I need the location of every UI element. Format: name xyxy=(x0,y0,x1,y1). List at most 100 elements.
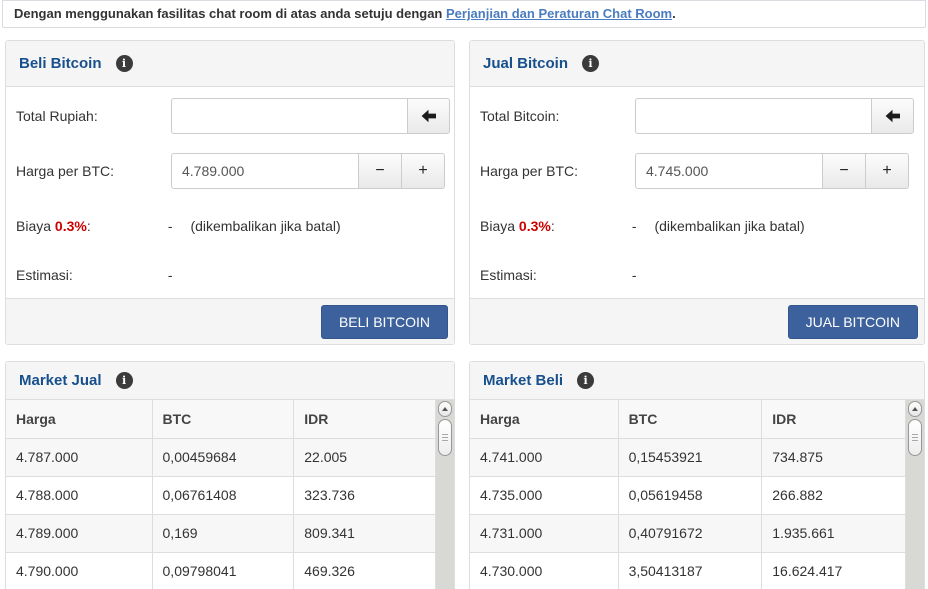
info-icon[interactable]: i xyxy=(582,55,600,72)
grip-icon xyxy=(442,433,448,442)
market-buy-row[interactable]: 4.735.000 0,05619458 266.882 xyxy=(470,476,906,515)
sell-form-body: Total Bitcoin: Harga per BTC: − + Biaya … xyxy=(470,87,924,298)
market-buy-scrollbar[interactable] xyxy=(906,400,924,589)
column-header-harga: Harga xyxy=(470,400,619,439)
cell-harga: 4.789.000 xyxy=(6,514,153,553)
buy-fee-percent: 0.3% xyxy=(54,218,87,234)
buy-price-decrease-button[interactable]: − xyxy=(358,153,402,189)
column-header-harga: Harga xyxy=(6,400,153,439)
market-buy-table: Harga BTC IDR 4.741.000 0,15453921 734.8… xyxy=(470,400,906,589)
sell-bitcoin-button[interactable]: JUAL BITCOIN xyxy=(787,305,918,339)
sell-fee-note: (dikembalikan jika batal) xyxy=(654,218,805,234)
sell-transfer-balance-button[interactable] xyxy=(871,98,914,134)
sell-panel-title: Jual Bitcoin xyxy=(483,55,569,72)
market-buy-row[interactable]: 4.731.000 0,40791672 1.935.661 xyxy=(470,514,906,553)
cell-btc: 3,50413187 xyxy=(618,552,763,589)
buy-fee-note: (dikembalikan jika batal) xyxy=(190,218,341,234)
cell-btc: 0,06761408 xyxy=(152,476,295,515)
cell-idr: 469.326 xyxy=(293,552,436,589)
sell-price-input[interactable] xyxy=(635,153,823,189)
buy-bitcoin-button[interactable]: BELI BITCOIN xyxy=(320,305,448,339)
market-sell-panel: Market Jual i Harga BTC IDR 4.787.00 xyxy=(5,361,455,589)
market-sell-table-wrap: Harga BTC IDR 4.787.000 0,00459684 22.00… xyxy=(6,400,454,589)
market-sell-row[interactable]: 4.789.000 0,169 809.341 xyxy=(6,514,436,553)
buy-panel-title: Beli Bitcoin xyxy=(19,55,102,72)
cell-idr: 1.935.661 xyxy=(761,514,906,553)
info-icon[interactable]: i xyxy=(115,372,133,389)
table-header-row: Harga BTC IDR xyxy=(470,400,906,439)
buy-panel-footer: BELI BITCOIN xyxy=(6,298,454,344)
market-sell-row[interactable]: 4.787.000 0,00459684 22.005 xyxy=(6,438,436,477)
scroll-thumb[interactable] xyxy=(908,419,922,456)
sell-bitcoin-panel: Jual Bitcoin i Total Bitcoin: Harga per … xyxy=(469,40,925,345)
triangle-up-icon xyxy=(442,407,448,411)
cell-idr: 22.005 xyxy=(293,438,436,477)
sell-estimate-label: Estimasi: xyxy=(480,267,537,283)
market-sell-table: Harga BTC IDR 4.787.000 0,00459684 22.00… xyxy=(6,400,436,589)
cell-idr: 809.341 xyxy=(293,514,436,553)
buy-fee-label: Biaya 0.3%: xyxy=(16,218,91,234)
market-sell-header: Market Jual i xyxy=(6,362,454,400)
sell-estimate-value: - xyxy=(631,267,637,283)
cell-idr: 734.875 xyxy=(761,438,906,477)
column-header-btc: BTC xyxy=(618,400,763,439)
market-sell-row[interactable]: 4.790.000 0,09798041 469.326 xyxy=(6,552,436,589)
buy-price-increase-button[interactable]: + xyxy=(401,153,445,189)
sell-fee-value: - xyxy=(631,218,637,234)
market-sell-title: Market Jual xyxy=(19,372,102,389)
triangle-up-icon xyxy=(912,407,918,411)
table-header-row: Harga BTC IDR xyxy=(6,400,436,439)
scroll-up-button[interactable] xyxy=(438,401,452,417)
market-buy-table-wrap: Harga BTC IDR 4.741.000 0,15453921 734.8… xyxy=(470,400,924,589)
cell-harga: 4.788.000 xyxy=(6,476,153,515)
sell-fee-percent: 0.3% xyxy=(518,218,551,234)
cell-harga: 4.731.000 xyxy=(470,514,619,553)
column-header-idr: IDR xyxy=(293,400,436,439)
market-buy-row[interactable]: 4.730.000 3,50413187 16.624.417 xyxy=(470,552,906,589)
buy-bitcoin-panel: Beli Bitcoin i Total Rupiah: Harga per B… xyxy=(5,40,455,345)
scroll-thumb[interactable] xyxy=(438,419,452,456)
buy-total-input[interactable] xyxy=(171,98,408,134)
cell-btc: 0,00459684 xyxy=(152,438,295,477)
cell-harga: 4.741.000 xyxy=(470,438,619,477)
cell-harga: 4.787.000 xyxy=(6,438,153,477)
arrow-left-icon xyxy=(421,109,436,123)
cell-idr: 323.736 xyxy=(293,476,436,515)
info-icon[interactable]: i xyxy=(577,372,595,389)
market-buy-panel: Market Beli i Harga BTC IDR 4.741.00 xyxy=(469,361,925,589)
terms-text-period: . xyxy=(672,6,676,21)
sell-price-increase-button[interactable]: + xyxy=(865,153,909,189)
market-buy-title: Market Beli xyxy=(483,372,564,389)
cell-harga: 4.730.000 xyxy=(470,552,619,589)
info-icon[interactable]: i xyxy=(115,55,133,72)
market-sell-scrollbar[interactable] xyxy=(436,400,454,589)
sell-total-label: Total Bitcoin: xyxy=(480,108,560,124)
scroll-up-button[interactable] xyxy=(908,401,922,417)
buy-estimate-label: Estimasi: xyxy=(16,267,73,283)
market-buy-row[interactable]: 4.741.000 0,15453921 734.875 xyxy=(470,438,906,477)
cell-harga: 4.735.000 xyxy=(470,476,619,515)
sell-total-input[interactable] xyxy=(635,98,872,134)
buy-fee-value: - xyxy=(167,218,173,234)
grip-icon xyxy=(912,433,918,442)
cell-btc: 0,169 xyxy=(152,514,295,553)
chatroom-terms-bar: Dengan menggunakan fasilitas chat room d… xyxy=(2,0,926,28)
buy-price-input[interactable] xyxy=(171,153,359,189)
buy-price-label: Harga per BTC: xyxy=(16,163,115,179)
sell-panel-header: Jual Bitcoin i xyxy=(470,41,924,87)
cell-btc: 0,09798041 xyxy=(152,552,295,589)
cell-harga: 4.790.000 xyxy=(6,552,153,589)
sell-price-decrease-button[interactable]: − xyxy=(822,153,866,189)
market-sell-row[interactable]: 4.788.000 0,06761408 323.736 xyxy=(6,476,436,515)
buy-total-label: Total Rupiah: xyxy=(16,108,98,124)
terms-text: Dengan menggunakan fasilitas chat room d… xyxy=(14,6,446,21)
cell-btc: 0,05619458 xyxy=(618,476,763,515)
sell-fee-label: Biaya 0.3%: xyxy=(480,218,555,234)
sell-price-label: Harga per BTC: xyxy=(480,163,579,179)
sell-panel-footer: JUAL BITCOIN xyxy=(470,298,924,344)
buy-panel-header: Beli Bitcoin i xyxy=(6,41,454,87)
terms-link[interactable]: Perjanjian dan Peraturan Chat Room xyxy=(445,6,673,21)
market-buy-header: Market Beli i xyxy=(470,362,924,400)
buy-form-body: Total Rupiah: Harga per BTC: − + Biaya 0… xyxy=(6,87,454,298)
buy-transfer-balance-button[interactable] xyxy=(407,98,450,134)
